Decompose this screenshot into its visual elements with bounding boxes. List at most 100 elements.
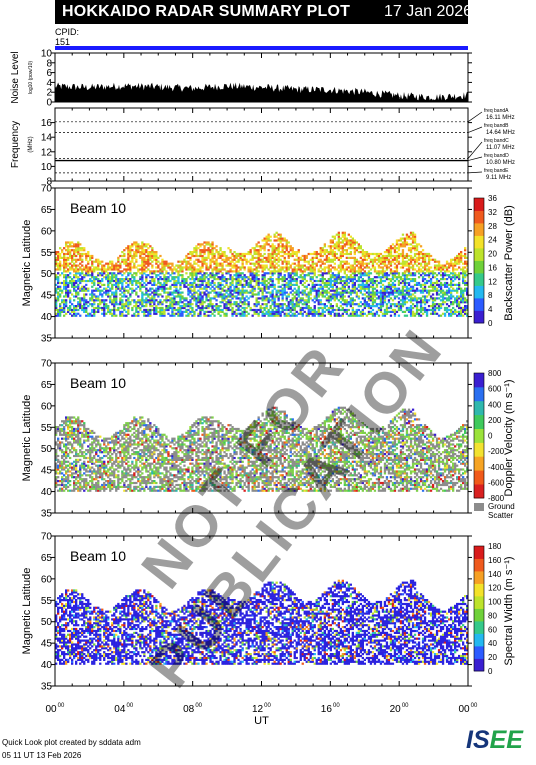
echo-cell [161, 286, 163, 288]
echo-cell [67, 253, 69, 255]
echo-cell [121, 284, 123, 286]
echo-cell [278, 276, 280, 278]
echo-cell [181, 266, 183, 268]
echo-cell [63, 255, 65, 257]
echo-cell [153, 297, 155, 299]
echo-cell [65, 276, 67, 278]
echo-cell [181, 313, 183, 315]
echo-cell [103, 292, 105, 294]
echo-cell [294, 274, 296, 276]
echo-cell [235, 270, 237, 272]
echo-cell [113, 280, 115, 282]
echo-cell [338, 243, 340, 245]
echo-cell [159, 301, 161, 303]
echo-cell [165, 297, 167, 299]
echo-cell [330, 265, 332, 267]
echo-cell [310, 309, 312, 311]
echo-cell [149, 303, 151, 305]
echo-cell [197, 301, 199, 303]
echo-cell [322, 251, 324, 253]
echo-cell [276, 249, 278, 251]
echo-cell [75, 280, 77, 282]
echo-cell [183, 307, 185, 309]
echo-cell [191, 311, 193, 313]
echo-cell [147, 282, 149, 284]
echo-cell [71, 241, 73, 243]
freq-band-connector [468, 172, 482, 173]
echo-cell [258, 301, 260, 303]
echo-cell [195, 309, 197, 311]
echo-cell [151, 292, 153, 294]
echo-cell [155, 299, 157, 301]
echo-cell [57, 484, 59, 486]
echo-cell [201, 266, 203, 268]
echo-cell [161, 268, 163, 270]
echo-cell [322, 263, 324, 265]
echo-cell [135, 301, 137, 303]
echo-cell [101, 313, 103, 315]
echo-cell [217, 253, 219, 255]
echo-cell [137, 301, 139, 303]
echo-cell [254, 293, 256, 295]
echo-cell [79, 268, 81, 270]
echo-cell [217, 292, 219, 294]
echo-cell [65, 290, 67, 292]
echo-cell [278, 251, 280, 253]
echo-cell [308, 261, 310, 263]
echo-cell [213, 288, 215, 290]
echo-cell [266, 313, 268, 315]
echo-cell [63, 455, 65, 457]
echo-cell [73, 251, 75, 253]
echo-cell [113, 292, 115, 294]
echo-cell [151, 309, 153, 311]
echo-cell [177, 313, 179, 315]
echo-cell [308, 297, 310, 299]
echo-cell [272, 292, 274, 294]
echo-cell [344, 249, 346, 251]
echo-cell [195, 278, 197, 280]
echo-cell [61, 490, 63, 492]
echo-cell [282, 288, 284, 290]
echo-cell [235, 288, 237, 290]
echo-cell [57, 255, 59, 257]
echo-cell [229, 276, 231, 278]
echo-cell [123, 278, 125, 280]
echo-cell [91, 295, 93, 297]
echo-cell [125, 303, 127, 305]
echo-cell [304, 268, 306, 270]
echo-cell [163, 309, 165, 311]
echo-cell [250, 290, 252, 292]
echo-cell [127, 309, 129, 311]
echo-cell [266, 272, 268, 274]
freq-band-name: freq bandA [484, 108, 509, 114]
echo-cell [145, 280, 147, 282]
echo-cell [113, 299, 115, 301]
echo-cell [159, 307, 161, 309]
echo-cell [350, 247, 352, 249]
echo-cell [278, 286, 280, 288]
echo-cell [310, 313, 312, 315]
echo-cell [151, 305, 153, 307]
echo-cell [237, 303, 239, 305]
echo-cell [199, 297, 201, 299]
echo-cell [59, 305, 61, 307]
echo-cell [125, 270, 127, 272]
echo-cell [133, 313, 135, 315]
echo-cell [286, 261, 288, 263]
echo-cell [286, 266, 288, 268]
echo-cell [320, 251, 322, 253]
echo-cell [235, 313, 237, 315]
echo-cell [57, 282, 59, 284]
echo-cell [336, 282, 338, 284]
echo-cell [121, 299, 123, 301]
echo-cell [173, 266, 175, 268]
echo-cell [332, 266, 334, 268]
echo-cell [294, 278, 296, 280]
echo-cell [302, 309, 304, 311]
echo-cell [57, 428, 59, 430]
echo-cell [173, 280, 175, 282]
echo-cell [312, 272, 314, 274]
echo-cell [63, 270, 65, 272]
echo-cell [342, 247, 344, 249]
echo-cell [266, 243, 268, 245]
